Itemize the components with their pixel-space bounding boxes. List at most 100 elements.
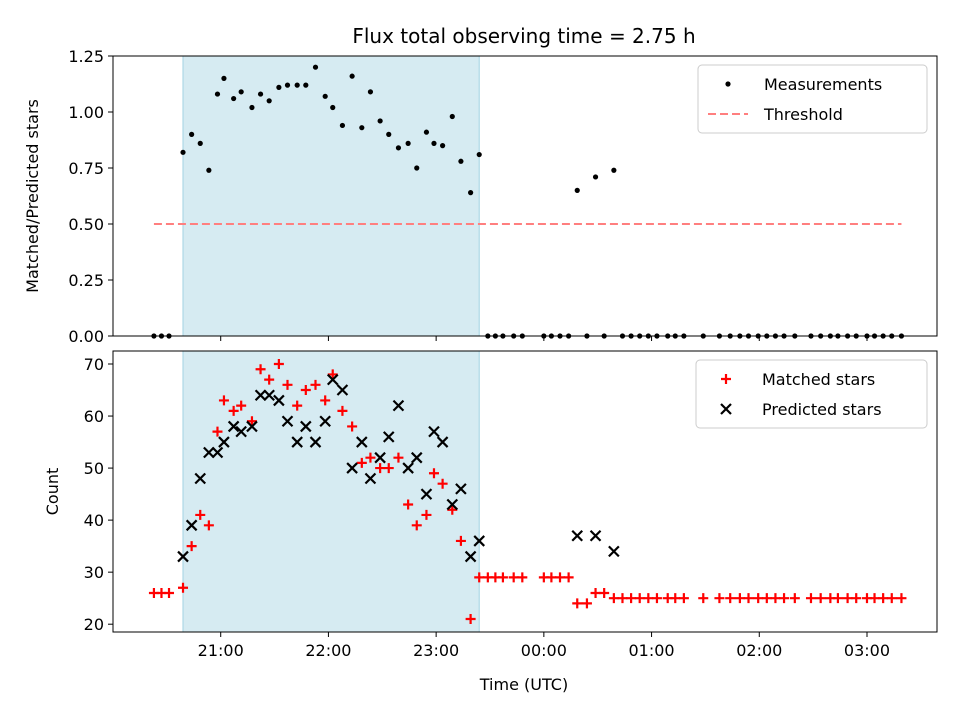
data-point [246,420,258,433]
data-point [364,472,377,485]
y-tick-label: 70 [84,355,104,374]
series-predicted-stars [177,373,620,563]
data-point [178,582,189,593]
y-tick-label: 0.75 [68,159,104,178]
data-point [322,93,328,99]
data-point [789,593,800,604]
legend-marker [720,403,732,415]
data-point [392,399,405,412]
data-point [571,529,584,542]
plot-frame [112,55,938,337]
data-point [546,572,557,583]
data-point [263,389,275,402]
data-point [312,64,319,70]
y-tick-label: 20 [84,615,104,634]
data-point [714,593,725,604]
legend-label: Predicted stars [762,400,882,419]
data-point [851,593,862,604]
data-point [185,519,198,532]
data-point [218,395,229,406]
data-point [273,359,284,370]
data-point [869,593,880,604]
data-point [284,82,291,88]
data-point [651,593,662,604]
data-point [428,468,439,479]
data-point [303,82,309,88]
data-point [291,436,303,448]
data-point [440,143,446,149]
data-point [257,91,264,97]
data-point [346,462,358,474]
data-point [214,91,221,97]
data-point [878,593,889,604]
data-point [300,385,311,396]
data-point [386,131,392,137]
legend-box [697,64,928,134]
data-point [458,158,464,164]
data-point [383,463,394,474]
data-point [186,541,197,552]
data-point [497,572,508,583]
data-point [276,84,282,90]
data-point [634,593,645,604]
data-point [464,550,477,563]
data-point [359,125,365,131]
data-point [455,535,466,546]
data-point [320,395,331,406]
series-matched-stars [148,359,907,624]
data-point [805,593,816,604]
data-point [437,478,448,489]
data-point [367,89,374,95]
data-point [592,174,599,180]
data-point [599,587,610,598]
data-point [339,122,346,129]
data-point [327,369,338,380]
data-point [310,379,321,390]
data-point [410,451,423,464]
data-point [842,593,853,604]
data-point [218,436,230,448]
data-point [292,400,303,411]
y-tick-label: 1.25 [68,47,104,66]
data-point [447,504,458,515]
data-point [203,520,214,531]
data-point [294,82,300,88]
data-point [476,151,482,158]
data-point [465,613,476,624]
legend: Matched stars Predicted stars [695,359,928,429]
data-point [590,587,601,598]
data-point [228,405,239,416]
data-point [431,140,437,146]
data-point [436,436,449,448]
series-measurements [151,64,905,339]
data-point [403,499,414,510]
data-point [411,520,422,531]
data-point [446,498,459,511]
legend-box [695,359,928,429]
y-tick-label: 1.00 [68,103,104,122]
data-point [206,167,212,173]
y-tick-label: 50 [84,459,104,478]
data-point [581,598,592,609]
legend-label: Measurements [764,75,882,94]
data-point [678,593,689,604]
data-point [212,426,223,437]
data-point [449,113,455,120]
data-point [670,593,681,604]
data-point [255,364,266,375]
legend: Measurements Threshold [697,64,928,134]
data-point [330,104,336,111]
data-point [273,394,285,407]
data-point [896,593,907,604]
data-point [264,374,275,385]
data-point [428,425,440,438]
data-point [468,190,474,196]
data-point [377,118,383,124]
data-point [319,415,331,428]
data-point [374,451,386,464]
data-point [356,457,367,468]
plot-frame [112,350,938,633]
data-point [423,129,430,135]
data-point [420,488,433,500]
data-point [734,593,745,604]
